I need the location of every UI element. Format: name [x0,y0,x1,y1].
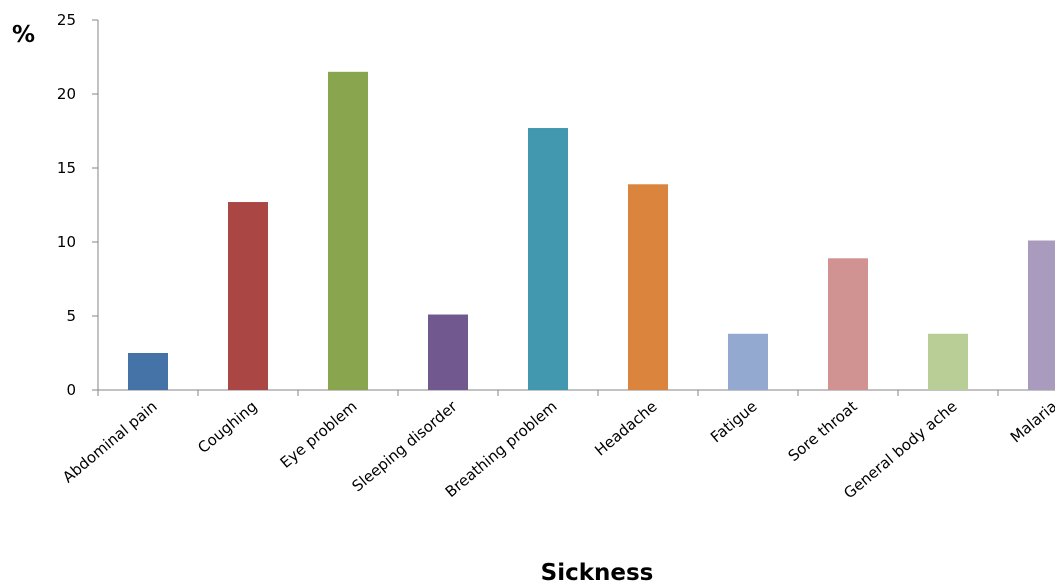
bar-eye-problem [328,71,368,391]
bar-headache [628,184,668,390]
category-label: Sleeping disorder [349,397,462,496]
bar-coughing [228,202,268,390]
category-label: Malaria [1007,397,1055,446]
plot-area: 0 5 10 15 20 25 Abdominal pain Coughing Eye pro… [57,11,1055,502]
y-axis-ticks: 0 5 10 15 20 25 [57,11,98,399]
category-label: Fatigue [707,397,761,446]
y-tick-label: 20 [57,85,76,103]
category-label: Coughing [194,397,260,457]
category-label: Abdominal pain [59,397,160,486]
bar-malaria [1028,240,1055,390]
category-label: Eye problem [277,397,361,471]
bar-sore-throat [828,258,868,390]
y-tick-label: 0 [66,381,76,399]
category-label: Headache [591,397,660,459]
bar-breathing-problem [528,128,568,391]
y-tick-label: 25 [57,11,76,29]
y-tick-label: 10 [57,233,76,251]
category-labels: Abdominal pain Coughing Eye problemSleepin… [59,397,1055,503]
bar-general-body-ache [928,333,968,390]
bar-sleeping-disorder [428,314,468,390]
category-label: Breathing problem [442,397,561,501]
x-axis-title: Sickness [541,560,654,586]
y-axis-title: % [12,22,35,48]
y-tick-label: 15 [57,159,76,177]
y-tick-label: 5 [66,307,76,325]
x-axis-ticks [97,390,999,396]
category-label: General body ache [840,397,960,502]
bar-fatigue [728,333,768,390]
bar-abdominal-pain [128,353,168,390]
bars [128,71,1055,391]
category-label: Sore throat [785,397,861,465]
